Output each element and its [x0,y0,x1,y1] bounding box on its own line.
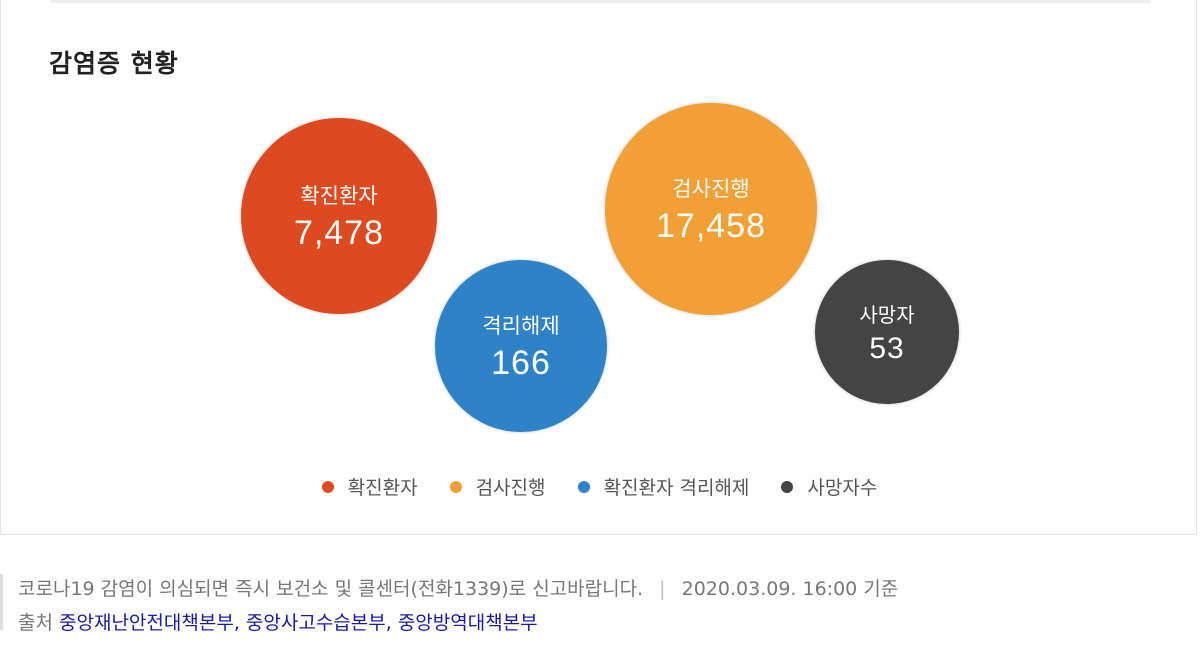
bubble-released: 격리해제 166 [435,260,607,432]
bubble-label: 사망자 [859,302,915,327]
timestamp: 2020.03.09. 16:00 기준 [681,578,899,600]
legend-item: 사망자수 [781,473,877,500]
legend-item: 검사진행 [449,473,546,500]
bubble-confirmed: 확진환자 7,478 [241,118,437,314]
chart-card: 감염증 현황 확진환자 7,478 격리해제 166 검사진행 17,458 사망자 53 확… [0,0,1197,535]
legend-item: 확진환자 [321,473,418,500]
legend-label: 검사진행 [475,477,546,499]
page-title: 감염증 현황 [49,49,179,78]
legend-item: 확진환자 격리해제 [577,473,750,500]
bubble-value: 166 [491,343,551,382]
bubble-label: 검사진행 [672,176,750,201]
source-label: 출처 [18,612,53,634]
legend-dot-icon [577,480,590,493]
legend-dot-icon [781,480,794,493]
source-links[interactable]: 중앙재난안전대책본부, 중앙사고수습본부, 중앙방역대책본부 [59,612,538,634]
separator: | [659,578,666,600]
legend-dot-icon [321,480,334,493]
bubble-testing: 검사진행 17,458 [605,103,817,315]
footer-accent-bar [0,574,3,630]
notice-text: 코로나19 감염이 의심되면 즉시 보건소 및 콜센터(전화1339)로 신고바… [18,578,644,600]
footer-notice-line: 코로나19 감염이 의심되면 즉시 보건소 및 콜센터(전화1339)로 신고바… [18,574,898,601]
footer-source-line: 출처 중앙재난안전대책본부, 중앙사고수습본부, 중앙방역대책본부 [18,608,538,635]
bubble-label: 격리해제 [482,313,560,338]
bubble-value: 53 [869,331,905,365]
bubble-value: 7,478 [293,213,385,252]
legend-dot-icon [449,480,462,493]
legend-label: 사망자수 [807,477,878,499]
bubble-value: 17,458 [656,206,766,245]
legend-label: 확진환자 격리해제 [603,477,750,499]
chart-legend: 확진환자 검사진행 확진환자 격리해제 사망자수 [1,473,1198,500]
divider [51,0,1151,3]
legend-label: 확진환자 [347,477,418,499]
bubble-deaths: 사망자 53 [815,260,959,404]
bubble-label: 확진환자 [300,183,378,208]
